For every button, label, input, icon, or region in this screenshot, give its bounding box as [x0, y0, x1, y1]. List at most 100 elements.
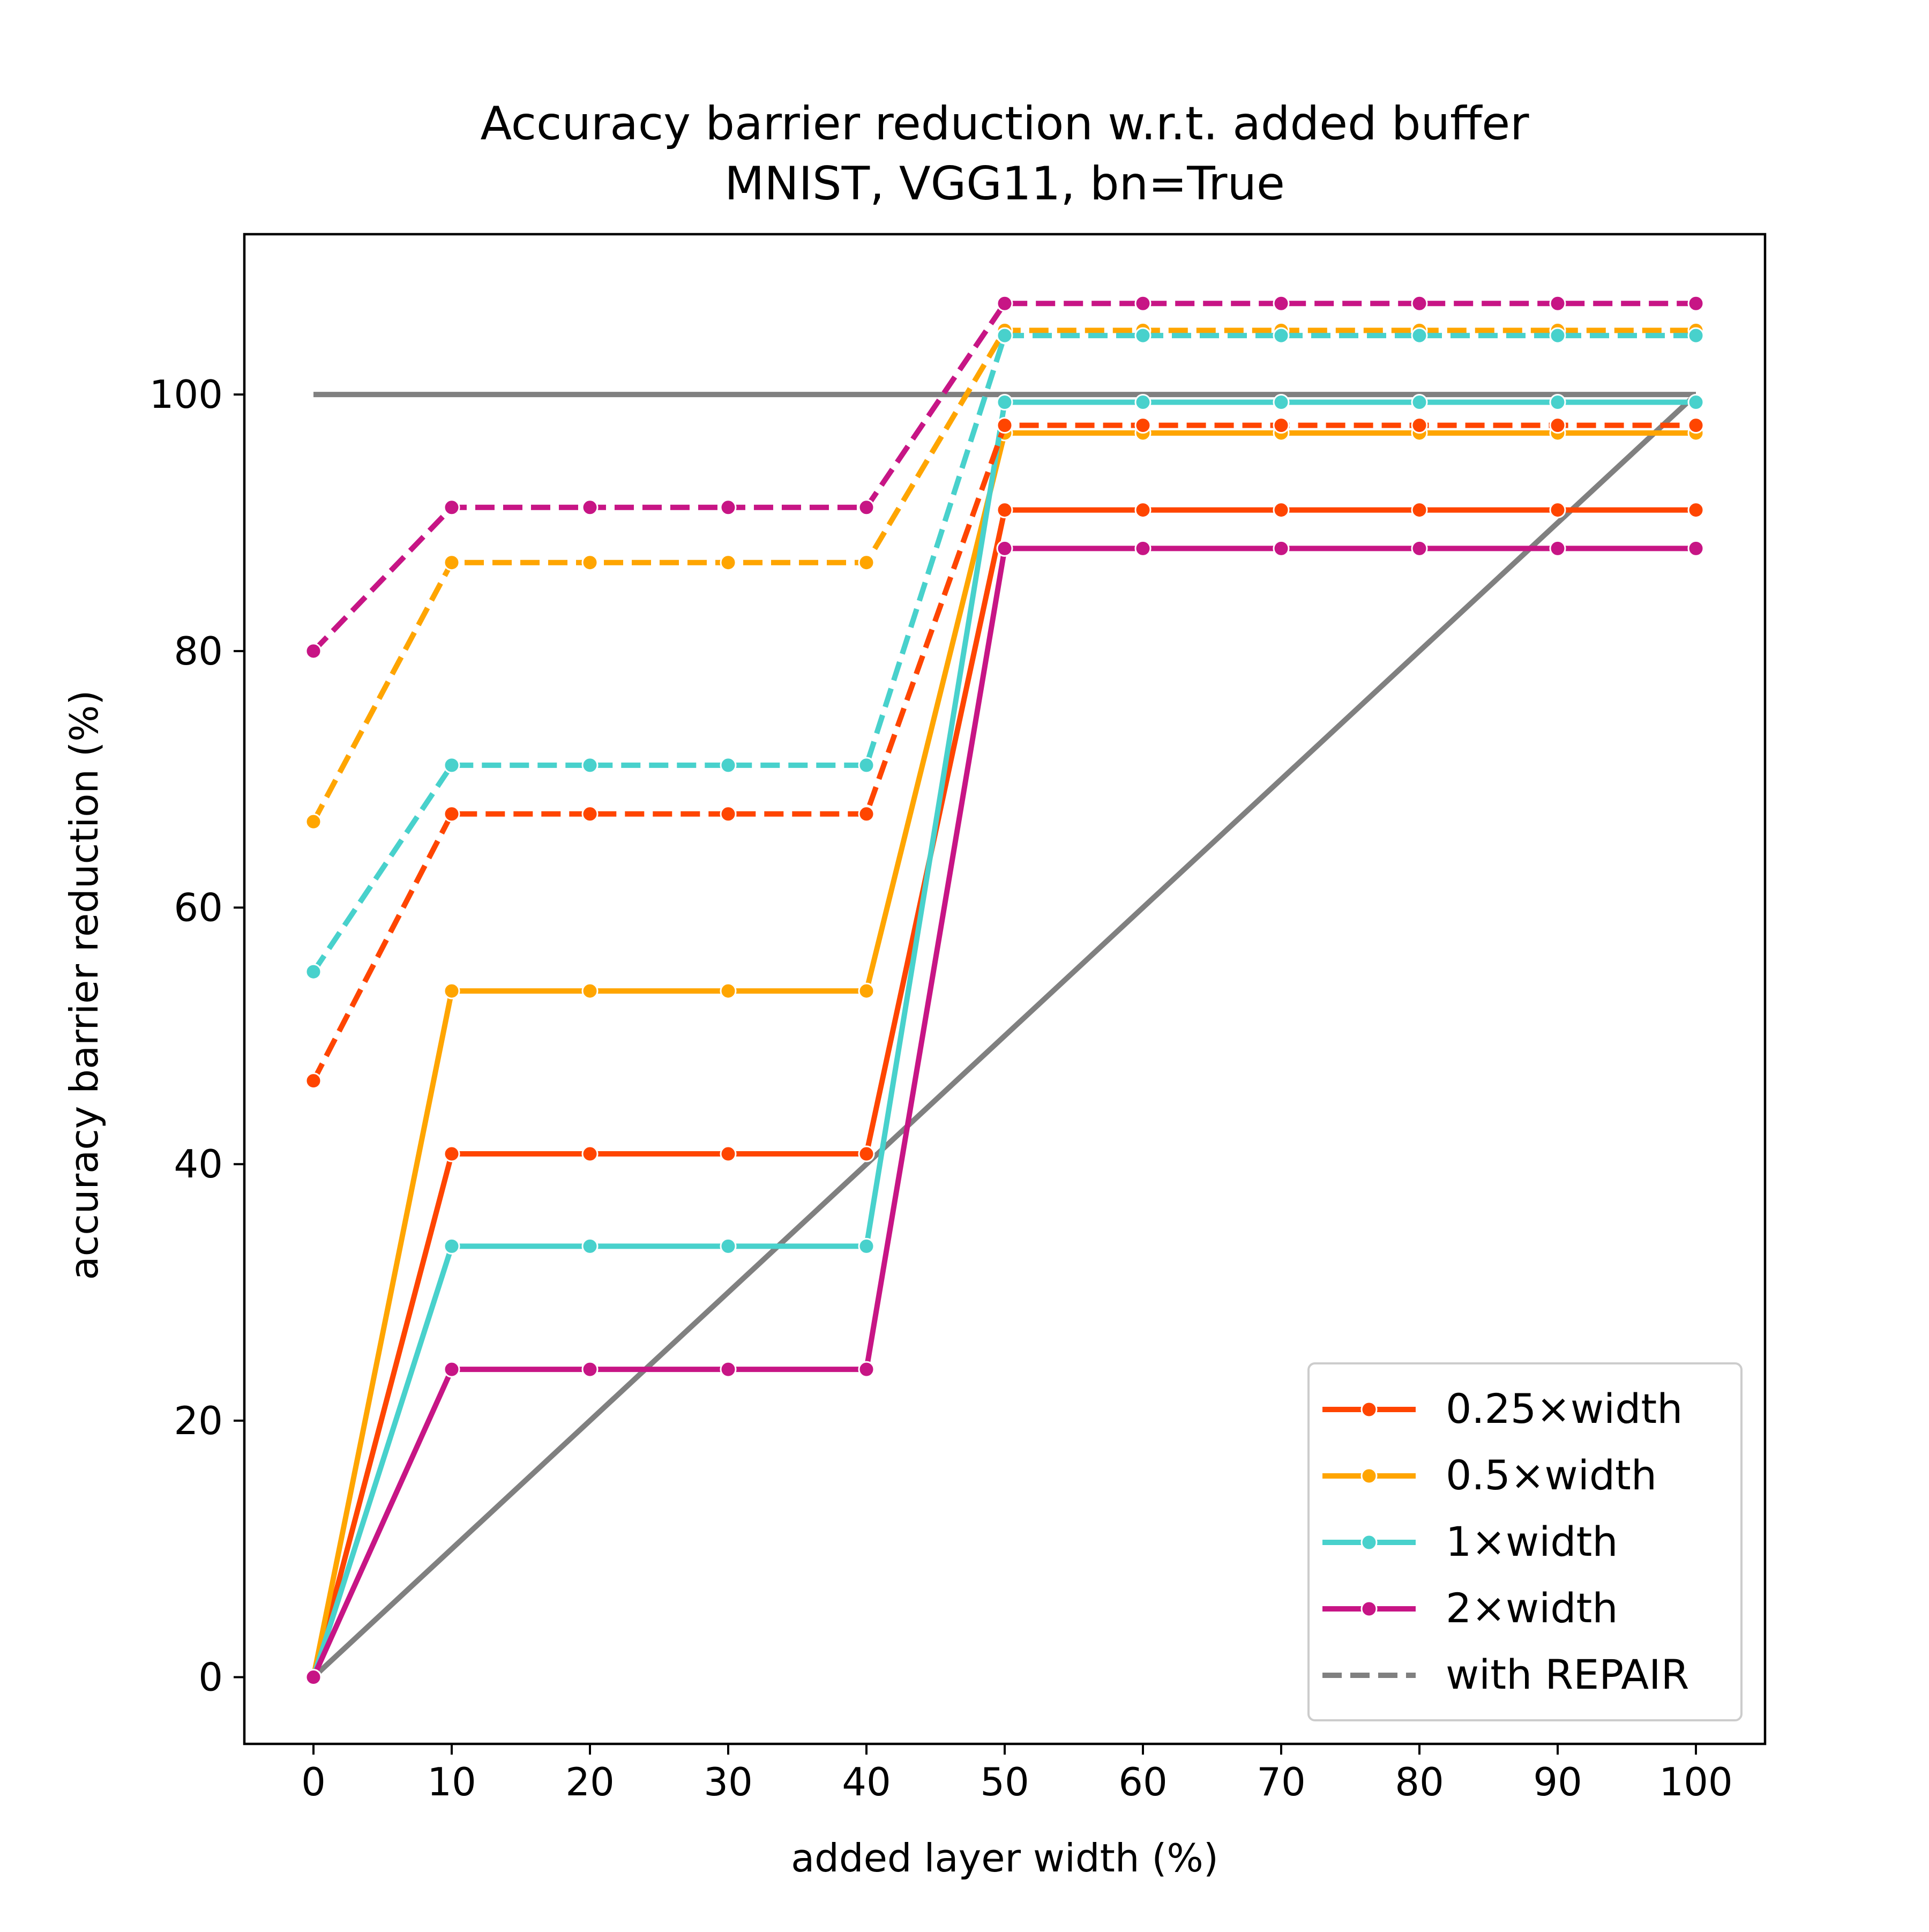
x-tick-label: 80 — [1395, 1759, 1444, 1804]
legend-label: with REPAIR — [1446, 1651, 1689, 1698]
data-point-repair-1xwidth-6 — [1134, 327, 1152, 344]
data-point-repair-2xwidth-4 — [858, 499, 875, 516]
legend-label: 1×width — [1446, 1518, 1618, 1565]
data-point-repair-1xwidth-0 — [305, 963, 322, 980]
data-point-base-1xwidth-5 — [996, 394, 1013, 411]
data-point-base-0_25xwidth-3 — [720, 1145, 737, 1162]
data-point-base-0_25xwidth-9 — [1549, 502, 1566, 519]
x-tick-label: 50 — [980, 1759, 1029, 1804]
data-point-repair-2xwidth-10 — [1687, 295, 1704, 312]
data-point-repair-1xwidth-2 — [581, 757, 599, 774]
x-tick-label: 70 — [1257, 1759, 1306, 1804]
data-point-repair-0_5xwidth-1 — [443, 554, 460, 571]
data-point-base-0_25xwidth-5 — [996, 502, 1013, 519]
data-point-base-2xwidth-1 — [443, 1361, 460, 1378]
series-repair-2xwidth — [305, 295, 1704, 660]
data-point-repair-0_25xwidth-4 — [858, 805, 875, 823]
data-point-base-2xwidth-10 — [1687, 540, 1704, 557]
data-point-repair-0_25xwidth-3 — [720, 805, 737, 823]
x-tick-label: 40 — [842, 1759, 891, 1804]
data-point-repair-2xwidth-2 — [581, 499, 599, 516]
chart-title: Accuracy barrier reduction w.r.t. added … — [480, 97, 1529, 151]
data-point-base-0_5xwidth-3 — [720, 982, 737, 999]
data-point-repair-0_5xwidth-0 — [305, 813, 322, 830]
data-point-base-2xwidth-8 — [1411, 540, 1428, 557]
data-point-base-1xwidth-1 — [443, 1237, 460, 1255]
data-point-repair-2xwidth-0 — [305, 643, 322, 660]
data-point-repair-2xwidth-8 — [1411, 295, 1428, 312]
x-tick-label: 90 — [1533, 1759, 1582, 1804]
data-point-base-0_5xwidth-1 — [443, 982, 460, 999]
legend-marker — [1360, 1401, 1378, 1418]
chart-subtitle: MNIST, VGG11, bn=True — [724, 157, 1285, 211]
y-axis-label: accuracy barrier reduction (%) — [62, 690, 107, 1280]
data-point-repair-1xwidth-1 — [443, 757, 460, 774]
y-tick-label: 100 — [149, 372, 223, 417]
series-base-0_25xwidth — [305, 502, 1704, 1686]
legend-label: 0.5×width — [1446, 1451, 1657, 1499]
data-point-repair-0_25xwidth-9 — [1549, 417, 1566, 434]
x-tick-label: 60 — [1118, 1759, 1168, 1804]
data-point-repair-1xwidth-8 — [1411, 327, 1428, 344]
data-point-repair-1xwidth-10 — [1687, 327, 1704, 344]
data-point-base-2xwidth-0 — [305, 1669, 322, 1686]
legend-marker — [1360, 1600, 1378, 1617]
data-point-base-2xwidth-2 — [581, 1361, 599, 1378]
y-tick-label: 0 — [198, 1655, 223, 1700]
data-point-base-2xwidth-4 — [858, 1361, 875, 1378]
data-point-base-0_5xwidth-2 — [581, 982, 599, 999]
data-point-repair-0_25xwidth-7 — [1273, 417, 1290, 434]
data-point-repair-1xwidth-3 — [720, 757, 737, 774]
x-axis-label: added layer width (%) — [791, 1836, 1218, 1881]
data-point-repair-2xwidth-5 — [996, 295, 1013, 312]
data-point-base-1xwidth-6 — [1134, 394, 1152, 411]
data-point-base-0_25xwidth-1 — [443, 1145, 460, 1162]
legend-label: 0.25×width — [1446, 1385, 1683, 1433]
data-point-base-1xwidth-9 — [1549, 394, 1566, 411]
data-point-base-1xwidth-2 — [581, 1237, 599, 1255]
data-point-repair-2xwidth-6 — [1134, 295, 1152, 312]
series-line-repair-2xwidth — [311, 301, 1696, 653]
series-group — [305, 295, 1704, 1686]
series-repair-1xwidth — [305, 327, 1704, 980]
axes-group: 0 10 20 30 40 50 60 70 80 90 100 0 20 40 60 80 100 — [149, 233, 1767, 1804]
legend: 0.25×width 0.5×width 1×width 2×width with RE… — [1307, 1362, 1743, 1721]
data-point-repair-0_5xwidth-3 — [720, 554, 737, 571]
data-point-base-0_25xwidth-2 — [581, 1145, 599, 1162]
data-point-base-1xwidth-4 — [858, 1237, 875, 1255]
data-point-base-1xwidth-8 — [1411, 394, 1428, 411]
series-repair-0_25xwidth — [305, 417, 1704, 1090]
data-point-repair-0_25xwidth-5 — [996, 417, 1013, 434]
series-line-repair-1xwidth — [311, 333, 1696, 973]
y-tick-label: 60 — [174, 885, 223, 930]
data-point-base-0_25xwidth-8 — [1411, 502, 1428, 519]
y-tick-label: 80 — [174, 629, 223, 674]
data-point-base-2xwidth-9 — [1549, 540, 1566, 557]
data-point-base-0_25xwidth-4 — [858, 1145, 875, 1162]
data-point-repair-0_25xwidth-6 — [1134, 417, 1152, 434]
x-tick-label: 20 — [565, 1759, 615, 1804]
legend-marker — [1360, 1467, 1378, 1485]
data-point-repair-0_25xwidth-2 — [581, 805, 599, 823]
data-point-repair-0_25xwidth-10 — [1687, 417, 1704, 434]
legend-item: 2×width — [1322, 1584, 1618, 1632]
reference-line-1 — [311, 392, 1698, 1680]
series-base-2xwidth — [305, 540, 1704, 1686]
legend-item: 1×width — [1322, 1518, 1618, 1565]
data-point-repair-0_25xwidth-1 — [443, 805, 460, 823]
data-point-base-0_25xwidth-7 — [1273, 502, 1290, 519]
legend-box — [1307, 1362, 1743, 1721]
x-tick-label: 30 — [704, 1759, 753, 1804]
data-point-base-0_5xwidth-4 — [858, 982, 875, 999]
data-point-repair-2xwidth-9 — [1549, 295, 1566, 312]
data-point-repair-2xwidth-1 — [443, 499, 460, 516]
data-point-base-0_25xwidth-10 — [1687, 502, 1704, 519]
legend-label: 2×width — [1446, 1584, 1618, 1632]
data-point-base-1xwidth-7 — [1273, 394, 1290, 411]
legend-item: 0.25×width — [1322, 1385, 1683, 1433]
data-point-repair-2xwidth-7 — [1273, 295, 1290, 312]
data-point-base-1xwidth-10 — [1687, 394, 1704, 411]
data-point-repair-1xwidth-4 — [858, 757, 875, 774]
